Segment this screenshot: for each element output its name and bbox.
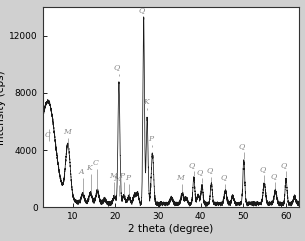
Text: Q: Q (188, 161, 195, 169)
Text: Q: Q (259, 165, 265, 173)
Text: K: K (143, 98, 149, 106)
Text: M: M (113, 175, 121, 183)
Text: M: M (109, 172, 117, 180)
Text: Q: Q (114, 64, 120, 72)
X-axis label: 2 theta (degree): 2 theta (degree) (128, 224, 214, 234)
Text: Q: Q (197, 168, 203, 176)
Y-axis label: Intensity (cps): Intensity (cps) (0, 70, 6, 145)
Text: Q: Q (220, 174, 226, 181)
Text: M: M (63, 128, 70, 136)
Text: P: P (120, 172, 125, 180)
Text: Q: Q (139, 6, 145, 14)
Text: P: P (148, 135, 153, 143)
Text: Q: Q (206, 166, 212, 174)
Text: C: C (93, 159, 99, 167)
Text: Q: Q (239, 142, 245, 150)
Text: A: A (78, 168, 84, 176)
Text: P: P (125, 174, 130, 182)
Text: M: M (176, 174, 184, 181)
Text: Q: Q (270, 172, 276, 180)
Text: K: K (86, 164, 92, 172)
Text: Q: Q (281, 161, 287, 169)
Text: C: C (45, 131, 51, 139)
